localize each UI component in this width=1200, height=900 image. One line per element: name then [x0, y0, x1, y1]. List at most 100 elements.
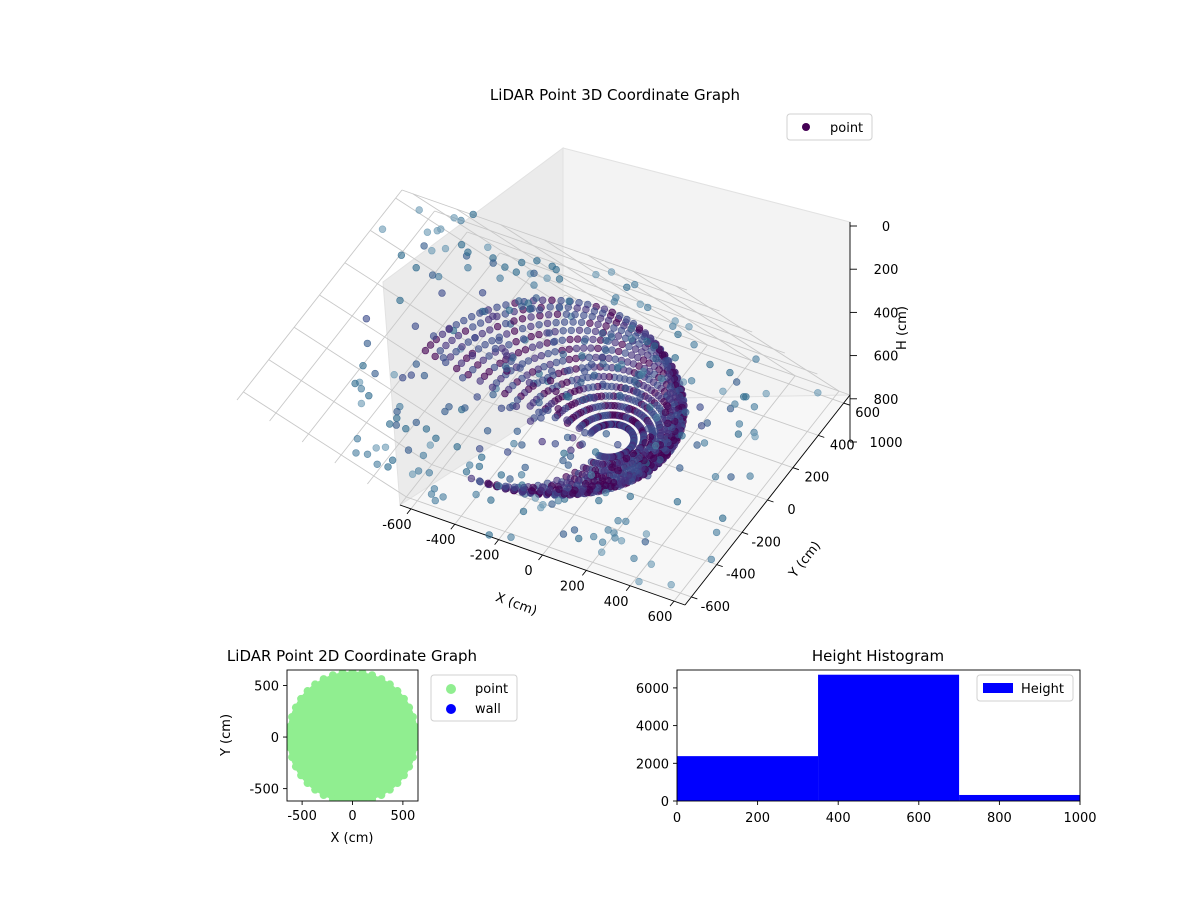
plot-2d: LiDAR Point 2D Coordinate Graph -500 0 500…	[219, 647, 518, 846]
y-tick-label: -600	[701, 600, 731, 615]
y-tick-mark	[741, 531, 749, 535]
point-3d	[735, 420, 744, 428]
point-3d	[509, 354, 517, 362]
point-3d	[555, 303, 563, 311]
point-3d	[393, 414, 401, 422]
x-tick-label: 200	[745, 811, 770, 826]
point-3d	[563, 367, 572, 375]
grid-line	[370, 230, 534, 336]
point-3d	[666, 413, 675, 421]
y-axis-label: Y (cm)	[786, 539, 824, 582]
point-3d	[621, 462, 630, 471]
point-3d	[635, 453, 643, 461]
ticks-3d: -600 -400 -200 0 200 400 600 -600 -400 -200 0 200 40…	[382, 220, 902, 625]
point-3d	[517, 471, 526, 479]
h-tick-label: 0	[882, 220, 890, 235]
point-3d	[697, 422, 706, 430]
point-3d	[685, 323, 693, 331]
point-3d	[386, 420, 394, 428]
point-3d	[641, 538, 649, 546]
point-3d	[665, 395, 673, 404]
point-3d	[592, 270, 600, 279]
point-2d	[399, 694, 408, 703]
point-3d	[560, 449, 568, 457]
point-3d	[537, 352, 546, 360]
point-3d	[469, 210, 477, 219]
point-3d	[663, 363, 672, 371]
point-3d	[363, 450, 372, 458]
point-3d	[635, 324, 644, 332]
point-3d	[575, 424, 583, 432]
point-3d	[646, 403, 654, 411]
grid-line	[406, 496, 692, 598]
grid-line	[500, 224, 664, 330]
point-3d	[660, 425, 669, 434]
grid-line	[319, 294, 483, 401]
point-2d	[368, 671, 377, 680]
point-3d	[752, 355, 760, 363]
point-3d	[563, 416, 571, 424]
point-3d	[479, 356, 487, 364]
point-3d	[563, 433, 572, 442]
point-3d	[642, 530, 651, 538]
point-3d	[653, 413, 661, 422]
point-3d	[510, 439, 518, 448]
point-3d	[564, 303, 572, 311]
point-3d	[471, 334, 479, 342]
point-3d	[517, 258, 526, 267]
x-tick-mark	[669, 600, 675, 607]
point-3d	[468, 352, 477, 360]
point-3d	[614, 441, 622, 449]
point-2d	[303, 779, 312, 788]
point-2d	[338, 670, 347, 677]
point-3d	[474, 345, 483, 353]
legend-histogram-box	[976, 674, 1074, 702]
point-2d	[303, 687, 312, 696]
point-3d	[535, 330, 543, 339]
point-3d	[591, 327, 600, 336]
point-3d	[478, 289, 487, 297]
point-3d	[448, 336, 456, 345]
h-tick-label: 1000	[869, 436, 902, 451]
histogram-bars	[677, 674, 1080, 801]
point-3d	[485, 531, 493, 539]
point-3d	[555, 485, 563, 493]
point-3d	[616, 391, 624, 400]
y-tick-label: -200	[751, 535, 781, 550]
point-3d	[601, 488, 610, 497]
point-3d	[679, 378, 688, 386]
point-3d	[666, 376, 674, 384]
point-3d	[412, 418, 420, 427]
point-3d	[488, 383, 497, 391]
point-3d	[478, 453, 486, 461]
plot2d-ylabel: Y (cm)	[219, 714, 234, 757]
point-3d	[678, 432, 686, 440]
point-3d	[351, 379, 359, 388]
point-3d	[734, 430, 743, 438]
point-3d	[564, 484, 572, 492]
point-3d	[655, 421, 663, 429]
point-3d	[433, 227, 441, 235]
point-2d	[328, 671, 337, 680]
point-3d	[419, 451, 428, 460]
point-3d	[426, 441, 434, 449]
point-3d	[547, 367, 556, 375]
point-3d	[438, 289, 446, 297]
point-3d	[591, 448, 600, 456]
point-3d	[623, 315, 631, 324]
point-3d	[501, 348, 509, 356]
point-3d	[514, 349, 523, 357]
point-3d	[469, 366, 477, 374]
point-3d	[629, 449, 637, 458]
point-3d	[453, 364, 461, 373]
point-3d	[594, 344, 602, 353]
point-3d	[565, 355, 573, 364]
point-3d	[621, 384, 630, 392]
point-3d	[615, 312, 624, 320]
point-3d	[632, 388, 641, 396]
point-3d	[671, 354, 679, 362]
point-3d	[706, 360, 714, 369]
point-3d	[505, 306, 514, 314]
point-3d	[501, 263, 509, 271]
point-3d	[573, 304, 581, 312]
